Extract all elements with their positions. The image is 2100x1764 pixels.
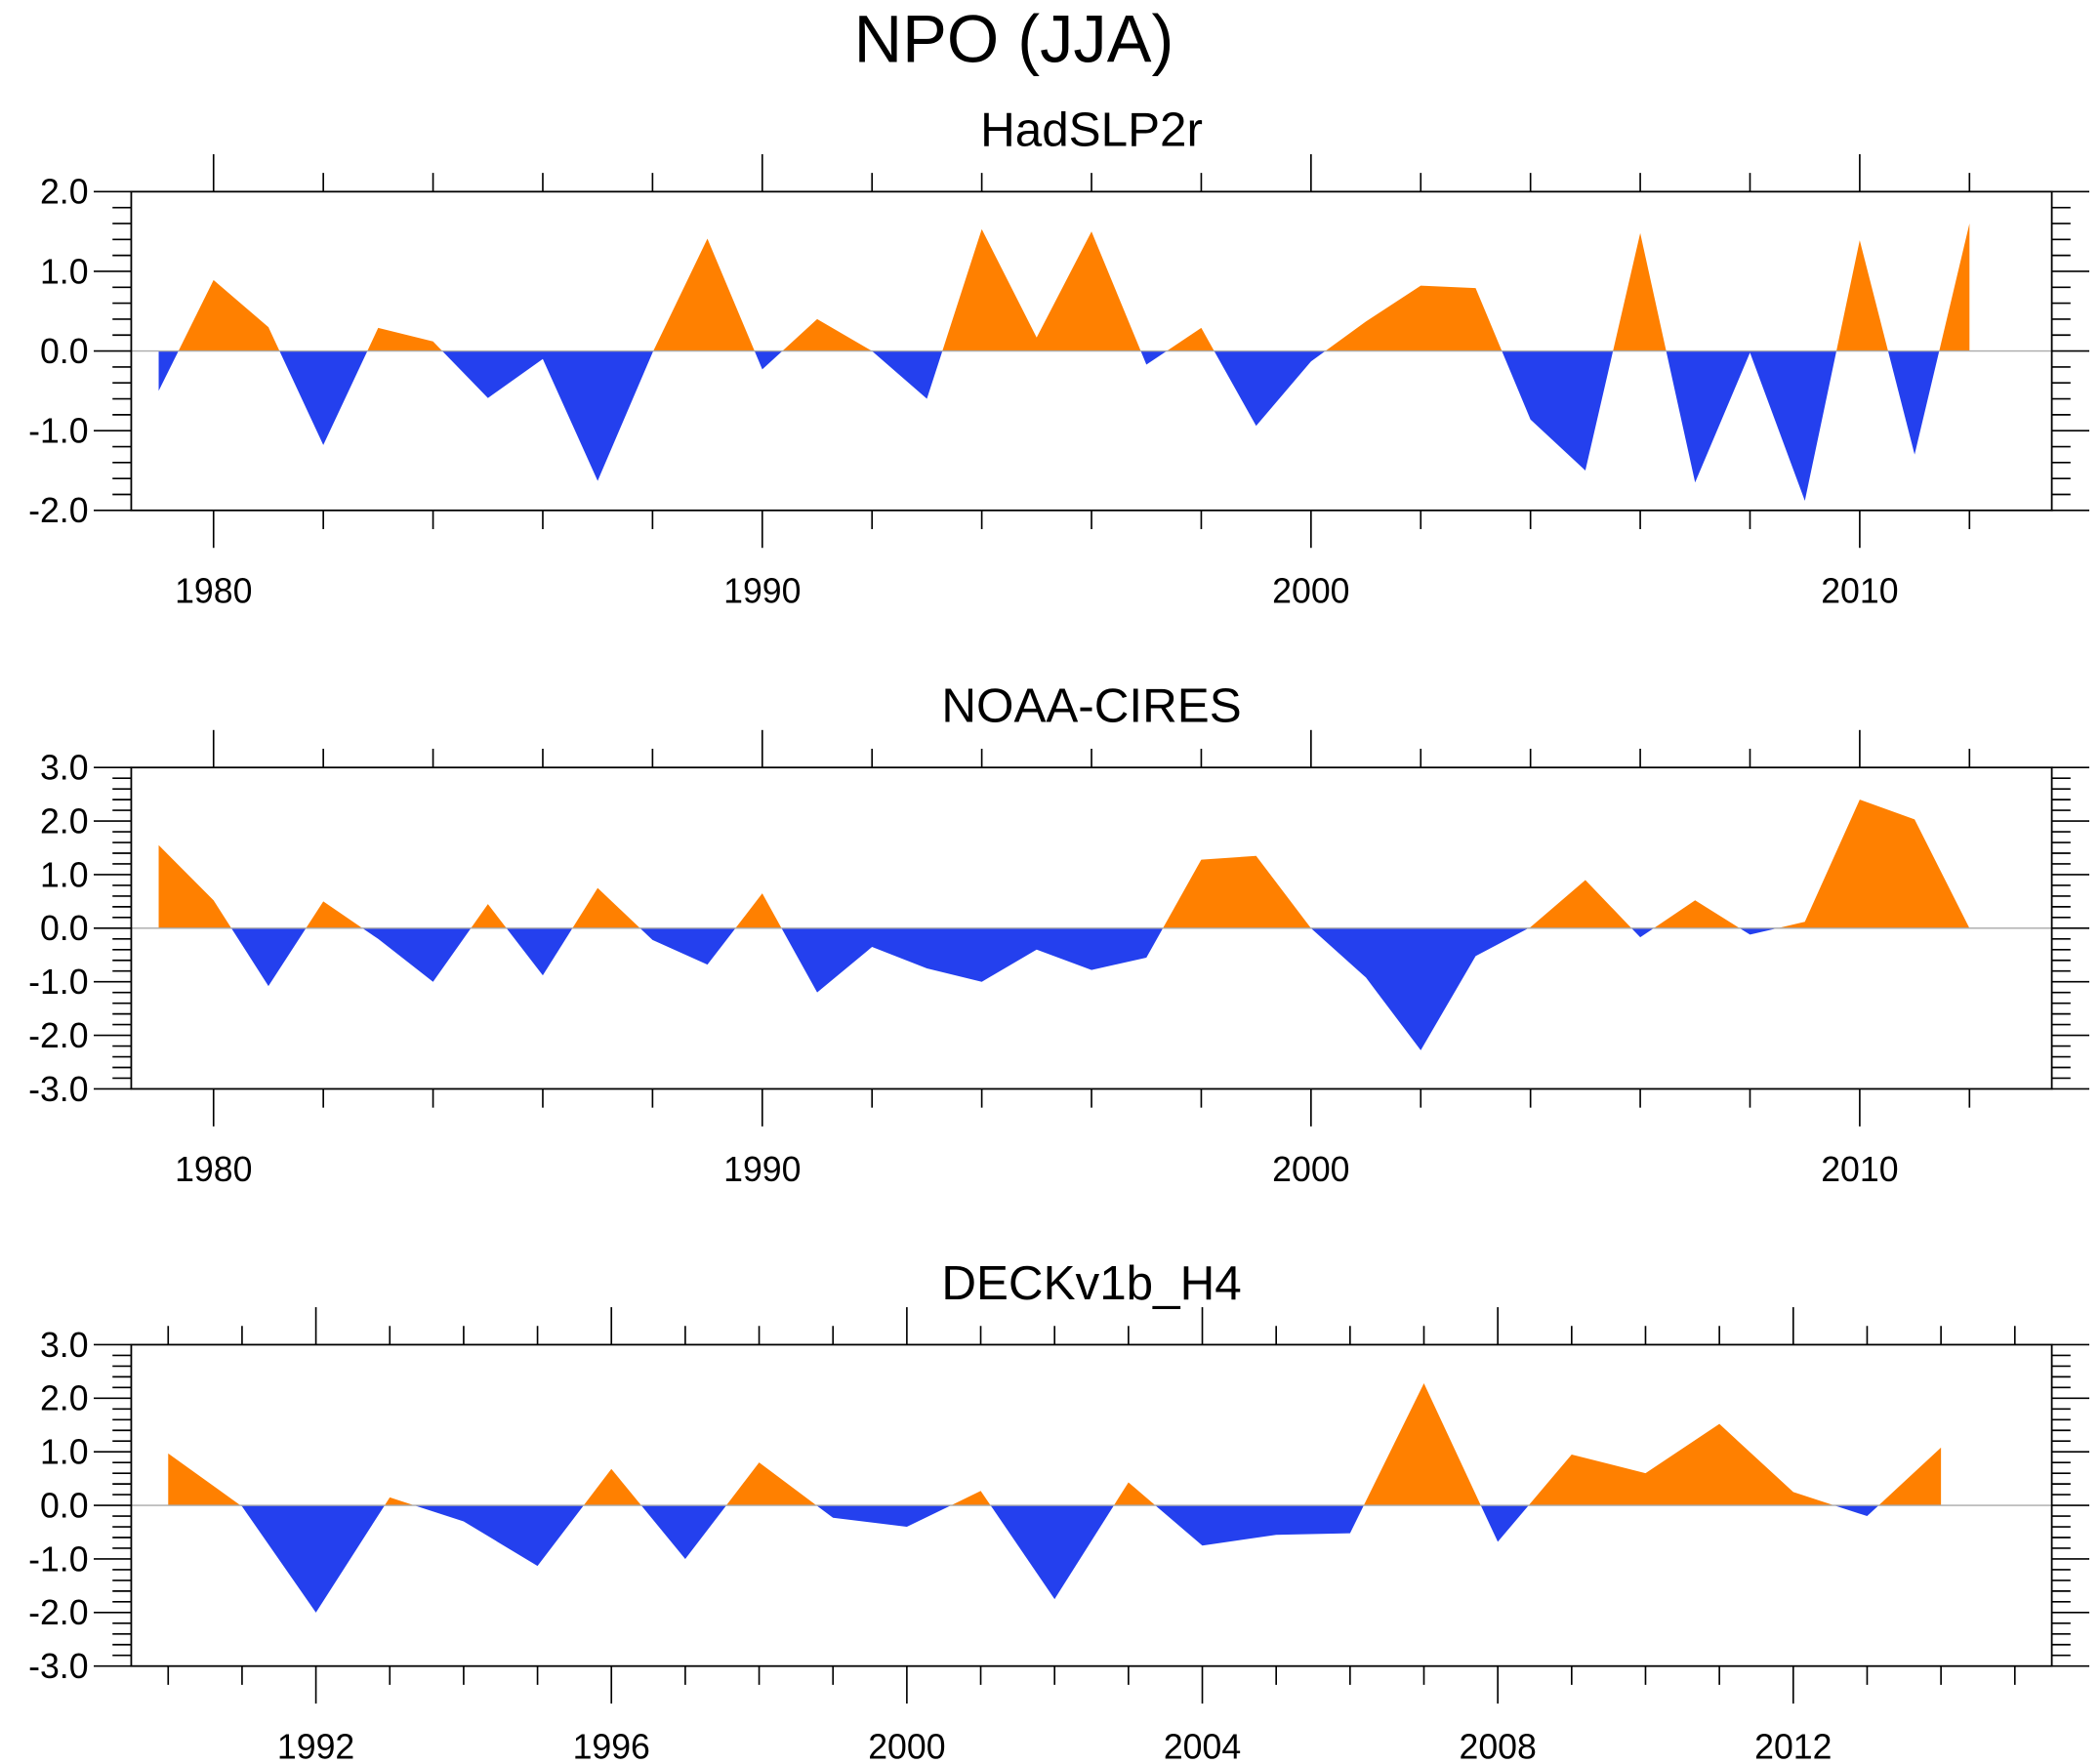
panel-title: NOAA-CIRES xyxy=(941,679,1241,733)
x-tick-label: 2000 xyxy=(1272,1150,1349,1189)
negative-area xyxy=(1833,1505,1879,1517)
positive-area xyxy=(1325,285,1503,351)
positive-area xyxy=(1939,223,1970,351)
negative-area xyxy=(506,927,573,976)
y-tick-label: -3.0 xyxy=(28,1647,88,1686)
negative-area xyxy=(1887,350,1940,455)
positive-area xyxy=(178,279,280,351)
positive-area xyxy=(1528,1423,1834,1506)
positive-area xyxy=(384,1497,415,1506)
x-tick-label: 1980 xyxy=(175,571,252,610)
positive-area xyxy=(168,1453,241,1506)
x-tick-label: 2000 xyxy=(868,1727,945,1764)
x-tick-label: 1992 xyxy=(277,1727,354,1764)
positive-area xyxy=(1613,232,1667,351)
y-tick-label: -1.0 xyxy=(28,963,88,1002)
x-tick-label: 1996 xyxy=(573,1727,650,1764)
negative-area xyxy=(362,927,472,982)
positive-area xyxy=(942,228,1141,351)
negative-area xyxy=(754,350,783,370)
negative-area xyxy=(816,1505,952,1528)
positive-area xyxy=(1363,1382,1481,1506)
positive-area xyxy=(1653,900,1740,928)
negative-area xyxy=(1502,350,1614,472)
negative-area xyxy=(1214,350,1326,427)
positive-area xyxy=(1167,327,1215,351)
negative-area xyxy=(1631,927,1654,938)
positive-area xyxy=(725,1462,817,1506)
positive-area xyxy=(1878,1447,1942,1506)
x-tick-label: 2012 xyxy=(1754,1727,1832,1764)
negative-area xyxy=(990,1505,1114,1600)
y-tick-label: -2.0 xyxy=(28,491,88,530)
panel-title: DECKv1b_H4 xyxy=(941,1256,1241,1310)
y-tick-label: 0.0 xyxy=(40,1486,89,1525)
negative-area xyxy=(1155,1505,1364,1546)
positive-area xyxy=(572,887,640,928)
y-tick-label: 3.0 xyxy=(40,749,89,788)
y-tick-label: -1.0 xyxy=(28,412,88,451)
y-tick-label: 2.0 xyxy=(40,173,89,212)
positive-area xyxy=(951,1491,991,1506)
positive-area xyxy=(1777,800,1970,928)
negative-area xyxy=(1310,927,1529,1050)
positive-area xyxy=(583,1468,641,1506)
panel-title: HadSLP2r xyxy=(980,103,1203,157)
negative-area xyxy=(414,1505,584,1567)
y-tick-label: 0.0 xyxy=(40,909,89,948)
y-tick-label: 1.0 xyxy=(40,855,89,894)
negative-area xyxy=(442,350,654,481)
y-tick-label: -2.0 xyxy=(28,1016,88,1055)
negative-area xyxy=(1480,1505,1529,1542)
y-tick-label: -3.0 xyxy=(28,1070,88,1109)
y-tick-label: 1.0 xyxy=(40,1433,89,1472)
positive-area xyxy=(1528,880,1632,928)
y-tick-label: -1.0 xyxy=(28,1539,88,1579)
negative-area xyxy=(231,927,307,987)
negative-area xyxy=(279,350,368,445)
negative-area xyxy=(639,927,736,965)
x-tick-label: 2010 xyxy=(1821,1150,1898,1189)
y-tick-label: 1.0 xyxy=(40,252,89,291)
positive-area xyxy=(782,318,873,351)
negative-area xyxy=(872,350,943,399)
positive-area xyxy=(653,238,755,351)
negative-area xyxy=(1666,350,1837,502)
x-tick-label: 2004 xyxy=(1164,1727,1241,1764)
positive-area xyxy=(306,901,363,928)
y-tick-label: -2.0 xyxy=(28,1593,88,1632)
positive-area xyxy=(1163,855,1311,928)
x-tick-label: 1980 xyxy=(175,1150,252,1189)
y-tick-label: 0.0 xyxy=(40,332,89,371)
x-tick-label: 1990 xyxy=(723,571,801,610)
main-title: NPO (JJA) xyxy=(854,1,1174,76)
x-tick-label: 2008 xyxy=(1459,1727,1536,1764)
negative-area xyxy=(781,927,1164,993)
negative-area xyxy=(640,1505,726,1559)
positive-area xyxy=(735,893,782,928)
negative-area xyxy=(158,350,179,391)
positive-area xyxy=(1836,240,1888,351)
x-tick-label: 2000 xyxy=(1272,571,1349,610)
positive-area xyxy=(367,327,443,351)
x-tick-label: 2010 xyxy=(1821,571,1898,610)
y-tick-label: 2.0 xyxy=(40,801,89,841)
panel-noaa-cires: NOAA-CIRES -3.0 -2.0 -1.0 0.0 1.0 2.0 3.0 1980 19… xyxy=(28,679,2090,1189)
positive-area xyxy=(158,844,232,928)
panel-hadslp2r: HadSLP2r -2.0 -1.0 0.0 1.0 2.0 1980 1990 2000 201… xyxy=(28,103,2090,610)
positive-area xyxy=(471,904,507,928)
negative-area xyxy=(1739,927,1778,935)
x-tick-label: 1990 xyxy=(723,1150,801,1189)
panel-deckv1b-h4: DECKv1b_H4 -3.0 -2.0 -1.0 0.0 1.0 2.0 3.0 1992 19… xyxy=(28,1256,2090,1764)
negative-area xyxy=(240,1505,385,1613)
negative-area xyxy=(1140,350,1168,365)
positive-area xyxy=(1113,1482,1156,1506)
y-tick-label: 2.0 xyxy=(40,1379,89,1418)
y-tick-label: 3.0 xyxy=(40,1326,89,1365)
